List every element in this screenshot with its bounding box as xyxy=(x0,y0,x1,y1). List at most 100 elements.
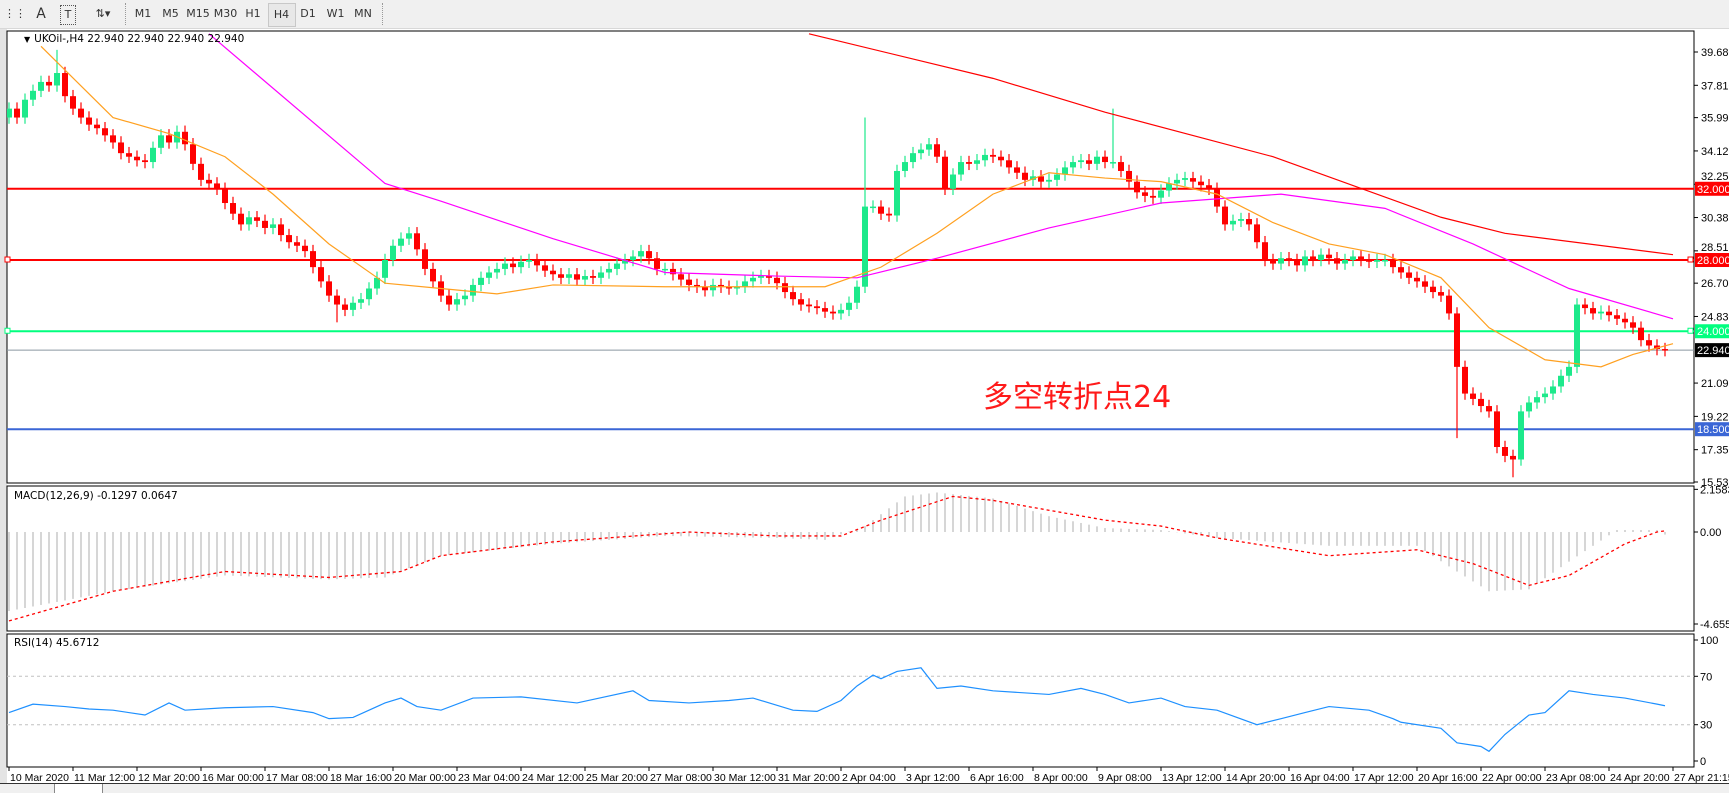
candle-body xyxy=(7,108,12,118)
text-box-icon[interactable]: T xyxy=(60,5,76,25)
time-tick-label: 17 Apr 12:00 xyxy=(1354,772,1414,784)
candle xyxy=(1646,333,1652,352)
candle xyxy=(974,154,980,171)
candle-body xyxy=(342,304,348,310)
candle-body xyxy=(622,260,628,264)
candle xyxy=(1086,154,1092,171)
candle-body xyxy=(302,245,308,252)
level-handle-left[interactable] xyxy=(4,327,11,334)
candle-body xyxy=(742,281,748,287)
candle-body xyxy=(942,156,948,189)
candle-body xyxy=(1118,162,1124,171)
symbol-line: UKOil-,H4 22.940 22.940 22.940 22.940 xyxy=(34,33,245,45)
timeframe-m30-button[interactable]: M30 xyxy=(213,7,238,20)
candle-body xyxy=(1398,267,1404,273)
candle xyxy=(310,244,316,274)
price-level-tag-label: 28.000 xyxy=(1697,255,1729,267)
candle-body xyxy=(1254,224,1260,243)
candle-body xyxy=(78,108,84,118)
rsi-tick-label: 100 xyxy=(1700,635,1718,647)
grid-properties-icon[interactable]: ⋮⋮ xyxy=(4,7,26,20)
text-label-icon[interactable]: A xyxy=(36,6,46,22)
candle xyxy=(958,155,964,181)
candle xyxy=(1030,170,1036,187)
candle xyxy=(350,296,356,317)
candle xyxy=(1590,301,1596,320)
candle xyxy=(1502,440,1508,463)
candle xyxy=(406,227,412,245)
chart-tab-active[interactable] xyxy=(55,784,103,793)
collapse-triangle-icon[interactable]: ▼ xyxy=(24,35,31,44)
timeframe-mn-button[interactable]: MN xyxy=(354,7,372,20)
timeframe-h4-button[interactable]: H4 xyxy=(267,3,296,27)
candle xyxy=(734,280,740,295)
candle-body xyxy=(1054,174,1060,180)
chart-tab[interactable] xyxy=(0,784,55,793)
main-price-panel[interactable]: 39.680 37.810 35.995 34.125 32.255 30.385 28.5… xyxy=(4,30,1729,489)
candle xyxy=(630,250,636,267)
candle xyxy=(566,268,572,285)
candle-body xyxy=(1534,397,1540,403)
candle-body xyxy=(62,73,68,97)
candle xyxy=(238,207,244,231)
timeframe-m15-button[interactable]: M15 xyxy=(186,7,210,20)
timeframe-m5-button[interactable]: M5 xyxy=(162,7,179,20)
timeframe-d1-button[interactable]: D1 xyxy=(300,7,316,20)
candle-body xyxy=(22,99,28,118)
time-tick-label: 13 Apr 12:00 xyxy=(1162,772,1222,784)
candle xyxy=(358,292,364,309)
candle xyxy=(454,292,460,311)
candle-body xyxy=(1662,349,1668,351)
candle xyxy=(782,276,788,299)
candle-body xyxy=(1062,167,1068,175)
candle xyxy=(718,278,724,293)
candle-body xyxy=(1550,386,1556,394)
candle-body xyxy=(654,258,660,269)
rsi-panel[interactable]: 100 70 30 0 xyxy=(6,633,1718,768)
candle-body xyxy=(246,217,252,225)
candle xyxy=(94,118,100,135)
level-handle-left[interactable] xyxy=(4,256,11,263)
candle xyxy=(166,129,172,149)
candle-body xyxy=(1382,260,1388,262)
candle xyxy=(1446,289,1452,320)
candle-body xyxy=(1422,281,1428,287)
rsi-tick-label: 70 xyxy=(1700,671,1712,683)
price-level-tag xyxy=(1695,343,1729,358)
candle-body xyxy=(1350,256,1356,261)
symbol-header: ▼ UKOil-,H4 22.940 22.940 22.940 22.940 xyxy=(24,33,244,45)
candle xyxy=(1126,164,1132,188)
candle-body xyxy=(1558,375,1564,387)
candle xyxy=(1046,173,1052,188)
candle xyxy=(62,66,68,103)
candle-body xyxy=(1406,272,1412,278)
candle xyxy=(894,164,900,222)
time-tick-label: 24 Apr 20:00 xyxy=(1610,772,1670,784)
timeframe-h1-button[interactable]: H1 xyxy=(245,7,261,20)
candle-body xyxy=(590,276,596,278)
candle xyxy=(1174,173,1180,190)
candle-body xyxy=(1582,304,1588,309)
candle xyxy=(670,262,676,281)
timeframe-m1-button[interactable]: M1 xyxy=(134,7,152,20)
level-handle-right[interactable] xyxy=(1687,327,1694,334)
candle-body xyxy=(1390,260,1396,268)
level-handle-right[interactable] xyxy=(1687,256,1694,263)
candle xyxy=(726,280,732,295)
candle-body xyxy=(70,96,76,109)
moving-average-mid-line xyxy=(208,33,1674,320)
macd-panel[interactable]: 2.1583 0.00 -4.6554 xyxy=(6,484,1729,632)
candle-body xyxy=(350,302,356,310)
candle-body xyxy=(630,256,636,261)
candle-body xyxy=(1526,402,1532,412)
candle-body xyxy=(574,274,580,280)
candle-body xyxy=(150,147,156,163)
arrows-icon[interactable]: ⇅▾ xyxy=(95,7,111,20)
candle xyxy=(982,148,988,167)
candle-body xyxy=(182,131,188,145)
timeframe-w1-button[interactable]: W1 xyxy=(326,7,345,20)
candle xyxy=(230,196,236,220)
time-tick-label: 30 Mar 12:00 xyxy=(714,772,776,784)
candle-body xyxy=(718,284,724,287)
